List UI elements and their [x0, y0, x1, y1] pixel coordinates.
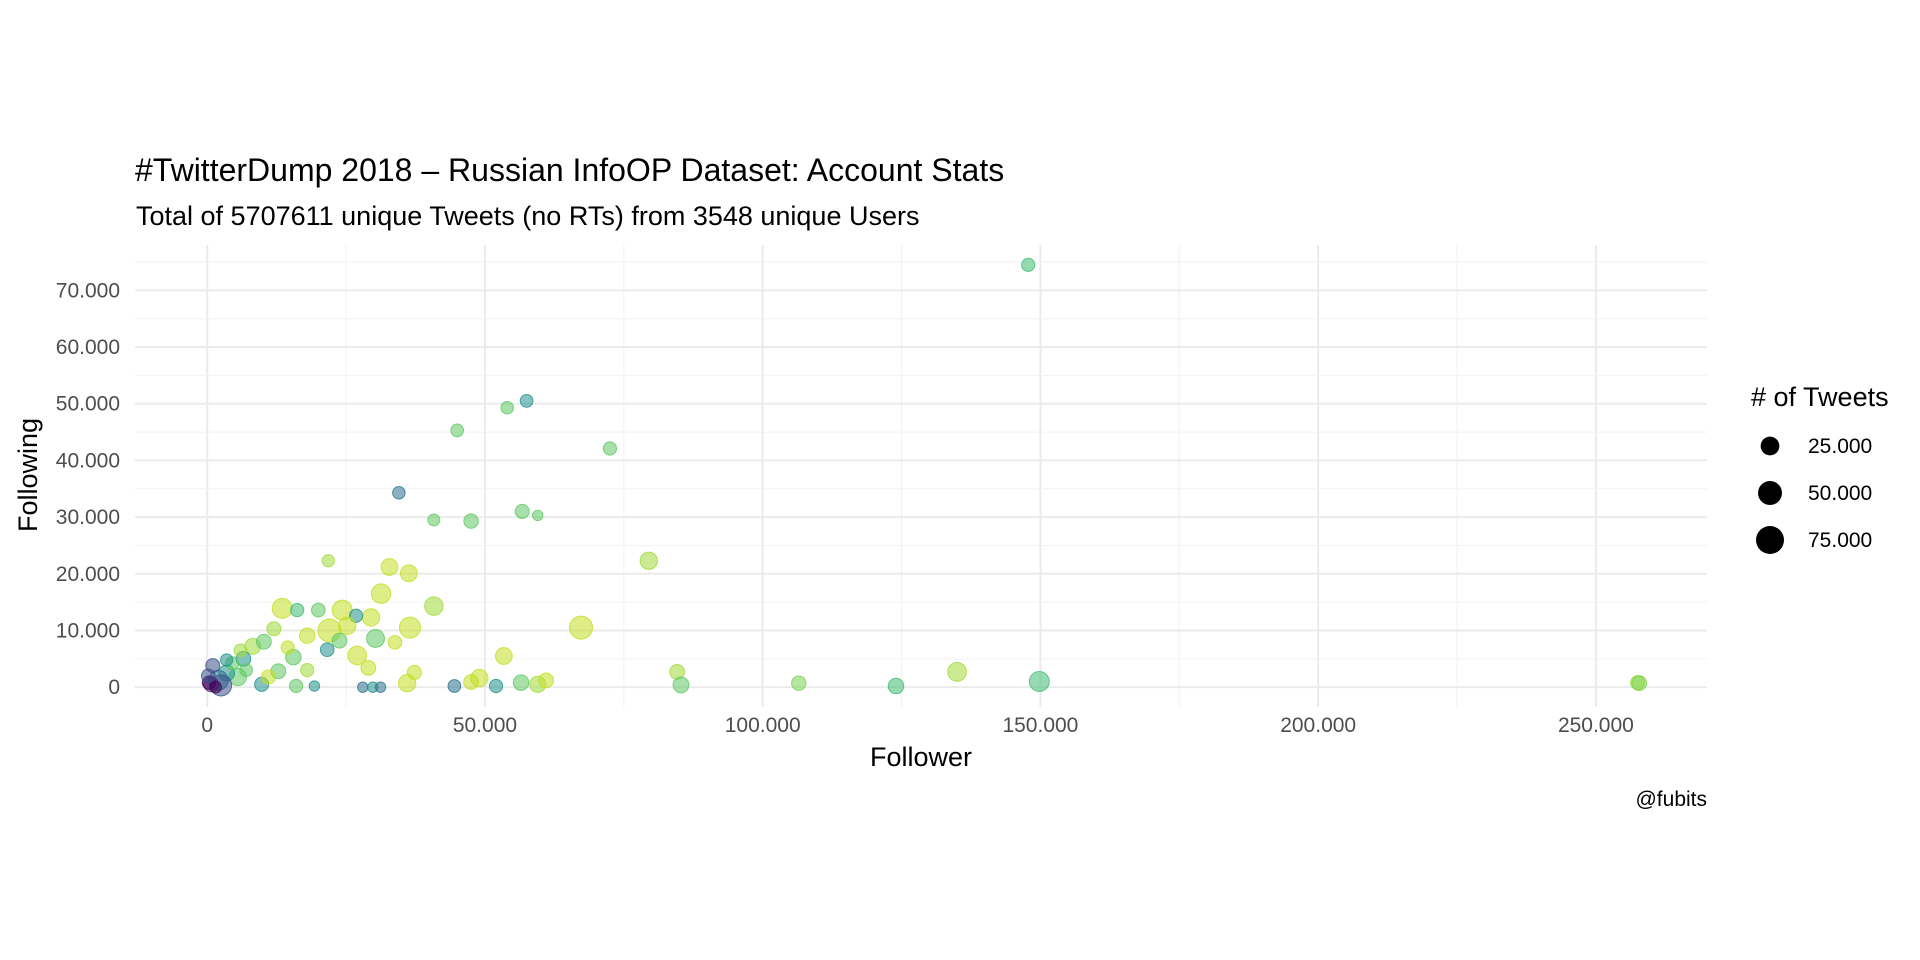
data-point — [1028, 671, 1050, 692]
data-point — [791, 675, 807, 691]
data-point — [500, 400, 514, 415]
data-point — [399, 564, 418, 583]
legend-key-label: 75.000 — [1808, 529, 1872, 552]
data-point — [887, 677, 905, 695]
data-point — [360, 659, 377, 676]
data-point — [255, 633, 272, 650]
data-point — [602, 441, 618, 456]
size-legend: # of Tweets 25.000 50.000 75.000 — [1751, 382, 1889, 554]
data-point — [266, 621, 282, 637]
data-point — [392, 485, 406, 500]
data-point — [290, 602, 305, 618]
y-axis-title: Following — [13, 418, 43, 532]
x-axis-title: Follower — [870, 742, 972, 772]
x-tick-label: 0 — [201, 714, 213, 737]
chart-subtitle: Total of 5707611 unique Tweets (no RTs) … — [136, 201, 919, 231]
data-point — [1631, 675, 1648, 692]
data-point — [424, 596, 444, 616]
legend-key-circle — [1760, 436, 1780, 456]
data-point — [201, 668, 216, 684]
data-point — [357, 681, 369, 693]
data-point — [361, 608, 381, 627]
y-tick-label: 40.000 — [56, 449, 120, 472]
x-tick-label: 250.000 — [1558, 714, 1634, 737]
data-point — [271, 597, 293, 619]
data-point — [380, 558, 399, 576]
y-tick-label: 70.000 — [56, 279, 120, 302]
legend-key-label: 25.000 — [1808, 435, 1872, 458]
data-point — [233, 643, 248, 658]
data-point — [220, 653, 234, 667]
data-point — [288, 678, 304, 694]
x-tick-label: 100.000 — [725, 714, 801, 737]
data-point — [300, 663, 315, 678]
data-point — [366, 628, 385, 648]
data-point — [321, 554, 335, 568]
y-tick-label: 20.000 — [56, 563, 120, 586]
data-point — [298, 627, 316, 644]
y-tick-label: 10.000 — [56, 619, 120, 642]
data-point — [398, 674, 417, 693]
chart-title: #TwitterDump 2018 – Russian InfoOP Datas… — [135, 152, 1004, 188]
data-point — [387, 635, 403, 650]
x-tick-label: 200.000 — [1280, 714, 1356, 737]
y-axis-ticks: 0 10.000 20.000 30.000 40.000 50.000 60.000 70.… — [56, 279, 120, 699]
data-point — [639, 551, 658, 570]
data-point — [239, 663, 253, 678]
data-point — [463, 513, 479, 529]
data-point — [947, 662, 967, 682]
data-point — [209, 680, 222, 694]
data-point — [319, 642, 335, 658]
data-point — [569, 615, 594, 640]
data-point — [370, 583, 392, 604]
legend-key-label: 50.000 — [1808, 482, 1872, 505]
data-point — [463, 674, 479, 690]
y-tick-label: 60.000 — [56, 336, 120, 359]
data-points — [201, 257, 1648, 697]
data-point — [672, 676, 690, 694]
data-point — [331, 632, 348, 649]
y-tick-label: 50.000 — [56, 393, 120, 416]
data-point — [427, 513, 441, 527]
y-tick-label: 30.000 — [56, 506, 120, 529]
data-point — [1021, 257, 1036, 272]
data-point — [514, 503, 530, 519]
data-point — [338, 616, 357, 636]
legend-key-circle — [1758, 481, 1782, 505]
legend-key-circle — [1756, 526, 1784, 554]
y-tick-label: 0 — [108, 676, 120, 699]
chart-caption: @fubits — [1635, 788, 1707, 811]
data-point — [532, 509, 544, 522]
data-point — [538, 672, 554, 689]
data-point — [280, 640, 295, 655]
data-point — [519, 394, 534, 408]
data-point — [398, 616, 421, 639]
data-point — [260, 669, 276, 685]
data-point — [494, 647, 513, 665]
data-point — [347, 645, 368, 666]
data-point — [310, 602, 326, 618]
data-point — [374, 681, 387, 693]
data-point — [450, 423, 465, 438]
data-point — [488, 678, 504, 694]
data-point — [512, 674, 530, 691]
data-point — [308, 680, 321, 692]
data-point — [447, 679, 462, 693]
x-axis-ticks: 0 50.000 100.000 150.000 200.000 250.000 — [201, 714, 1633, 737]
legend-title: # of Tweets — [1751, 382, 1889, 412]
x-tick-label: 150.000 — [1002, 714, 1078, 737]
x-tick-label: 50.000 — [453, 714, 517, 737]
plot-grid — [135, 245, 1707, 707]
